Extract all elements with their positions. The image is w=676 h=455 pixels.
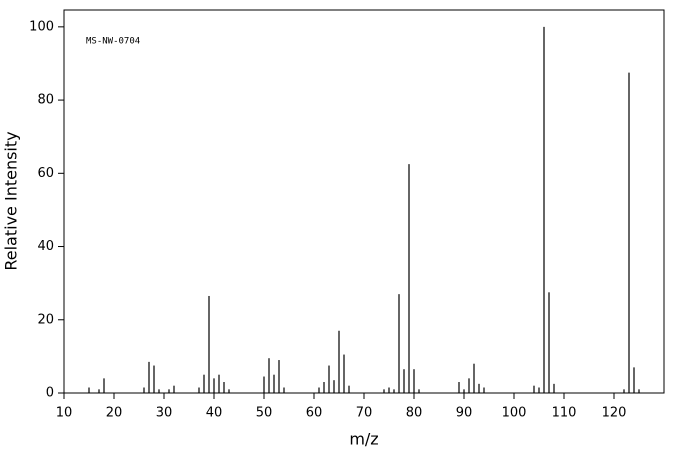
x-tick-label: 30: [156, 406, 173, 421]
x-axis-label: m/z: [349, 430, 378, 449]
y-axis-label: Relative Intensity: [2, 131, 21, 270]
y-tick-label: 100: [29, 19, 54, 34]
x-tick-label: 90: [456, 406, 473, 421]
y-tick-label: 0: [46, 386, 54, 401]
x-tick-label: 20: [106, 406, 123, 421]
x-tick-label: 70: [356, 406, 373, 421]
x-tick-label: 80: [406, 406, 423, 421]
x-tick-label: 10: [56, 406, 73, 421]
annotation: MS-NW-0704: [86, 37, 140, 47]
y-tick-label: 60: [37, 166, 54, 181]
x-tick-label: 50: [256, 406, 273, 421]
x-tick-label: 110: [552, 406, 577, 421]
plot-frame: [63, 9, 665, 394]
x-tick-label: 120: [602, 406, 627, 421]
y-tick-label: 80: [37, 93, 54, 108]
x-tick-label: 60: [306, 406, 323, 421]
y-tick-label: 20: [37, 312, 54, 327]
x-tick-label: 40: [206, 406, 223, 421]
y-tick-label: 40: [37, 239, 54, 254]
x-tick-label: 100: [502, 406, 527, 421]
